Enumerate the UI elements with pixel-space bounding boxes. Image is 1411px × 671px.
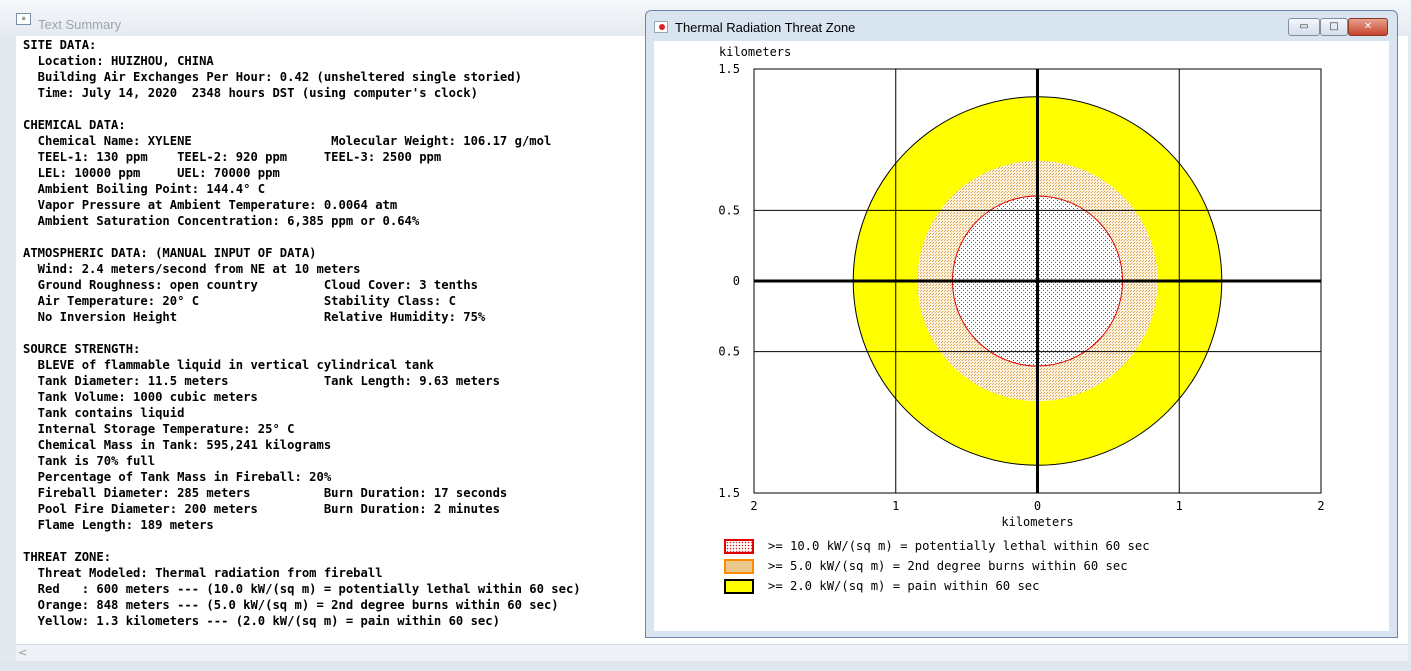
summary-line: Flame Length: 189 meters — [23, 518, 214, 532]
summary-line: LEL: 10000 ppm UEL: 70000 ppm — [23, 166, 280, 180]
x-tick-label: 2 — [1317, 499, 1324, 513]
summary-line: Fireball Diameter: 285 meters Burn Durat… — [23, 486, 508, 500]
summary-line — [23, 101, 581, 117]
minimize-button[interactable]: ▭ — [1288, 18, 1320, 36]
summary-line: Ambient Saturation Concentration: 6,385 … — [23, 214, 420, 228]
y-tick-label: 0.5 — [718, 345, 740, 359]
y-tick-label: 0 — [733, 274, 740, 288]
text-document-icon: ≡ — [16, 13, 31, 25]
app-icon — [654, 21, 668, 33]
summary-line: SITE DATA: — [23, 38, 97, 52]
x-axis-label: kilometers — [1001, 515, 1073, 529]
summary-line: Tank Diameter: 11.5 meters Tank Length: … — [23, 374, 500, 388]
summary-line: Threat Modeled: Thermal radiation from f… — [23, 566, 383, 580]
legend-swatch — [724, 539, 754, 554]
threat-zone-window: Thermal Radiation Threat Zone ▭ □ ✕ kilo… — [645, 10, 1398, 638]
legend-label: >= 5.0 kW/(sq m) = 2nd degree burns with… — [768, 559, 1128, 573]
window-bottom-edge — [0, 661, 1411, 671]
scroll-left-arrow-icon[interactable]: < — [18, 646, 28, 659]
summary-line: Yellow: 1.3 kilometers --- (2.0 kW/(sq m… — [23, 614, 500, 628]
summary-line: ATMOSPHERIC DATA: (MANUAL INPUT OF DATA) — [23, 246, 317, 260]
threat-zone-title: Thermal Radiation Threat Zone — [675, 20, 856, 35]
summary-line: CHEMICAL DATA: — [23, 118, 126, 132]
legend-swatch — [724, 559, 754, 574]
summary-line: Vapor Pressure at Ambient Temperature: 0… — [23, 198, 398, 212]
summary-line: THREAT ZONE: — [23, 550, 112, 564]
summary-line: Red : 600 meters --- (10.0 kW/(sq m) = p… — [23, 582, 581, 596]
legend-label: >= 10.0 kW/(sq m) = potentially lethal w… — [768, 539, 1150, 553]
summary-line: BLEVE of flammable liquid in vertical cy… — [23, 358, 434, 372]
maximize-button[interactable]: □ — [1320, 18, 1348, 36]
summary-line — [23, 533, 581, 549]
summary-line: Location: HUIZHOU, CHINA — [23, 54, 214, 68]
summary-line — [23, 325, 581, 341]
text-summary-title: Text Summary — [38, 17, 122, 32]
x-tick-label: 0 — [1034, 499, 1041, 513]
summary-line: Building Air Exchanges Per Hour: 0.42 (u… — [23, 70, 522, 84]
summary-line: Wind: 2.4 meters/second from NE at 10 me… — [23, 262, 361, 276]
summary-line: Tank Volume: 1000 cubic meters — [23, 390, 258, 404]
horizontal-scrollbar[interactable]: < — [16, 644, 1408, 661]
summary-line: Air Temperature: 20° C Stability Class: … — [23, 294, 456, 308]
summary-line: Orange: 848 meters --- (5.0 kW/(sq m) = … — [23, 598, 559, 612]
close-button[interactable]: ✕ — [1348, 18, 1388, 36]
threat-zone-plot-area: kilometers kilometers 2 1 0 1 2 1.5 0.5 0 0.5 1.5 >… — [654, 41, 1389, 631]
legend-swatch — [724, 579, 754, 594]
threat-zone-chart: kilometers kilometers 2 1 0 1 2 1.5 0.5 0 0.5 1.5 — [718, 45, 1324, 529]
x-tick-label: 1 — [892, 499, 899, 513]
y-tick-label: 1.5 — [718, 62, 740, 76]
summary-line — [23, 229, 581, 245]
summary-line: Ambient Boiling Point: 144.4° C — [23, 182, 266, 196]
x-tick-label: 1 — [1176, 499, 1183, 513]
threat-zone-titlebar[interactable]: Thermal Radiation Threat Zone ▭ □ ✕ — [646, 11, 1397, 41]
summary-line: Chemical Mass in Tank: 595,241 kilograms — [23, 438, 332, 452]
summary-line: TEEL-1: 130 ppm TEEL-2: 920 ppm TEEL-3: … — [23, 150, 442, 164]
summary-line: Percentage of Tank Mass in Fireball: 20% — [23, 470, 332, 484]
summary-line: Tank is 70% full — [23, 454, 156, 468]
legend-label: >= 2.0 kW/(sq m) = pain within 60 sec — [768, 579, 1040, 593]
summary-line: Ground Roughness: open country Cloud Cov… — [23, 278, 478, 292]
summary-line: Pool Fire Diameter: 200 meters Burn Dura… — [23, 502, 500, 516]
y-axis-label: kilometers — [719, 45, 791, 59]
y-tick-label: 0.5 — [718, 203, 740, 217]
summary-line: Time: July 14, 2020 2348 hours DST (usin… — [23, 86, 478, 100]
y-tick-label: 1.5 — [718, 486, 740, 500]
summary-text: SITE DATA: Location: HUIZHOU, CHINA Buil… — [23, 37, 581, 629]
x-tick-label: 2 — [750, 499, 757, 513]
summary-line: No Inversion Height Relative Humidity: 7… — [23, 310, 486, 324]
summary-line: SOURCE STRENGTH: — [23, 342, 141, 356]
summary-line: Internal Storage Temperature: 25° C — [23, 422, 295, 436]
summary-line: Chemical Name: XYLENE Molecular Weight: … — [23, 134, 552, 148]
summary-line: Tank contains liquid — [23, 406, 185, 420]
